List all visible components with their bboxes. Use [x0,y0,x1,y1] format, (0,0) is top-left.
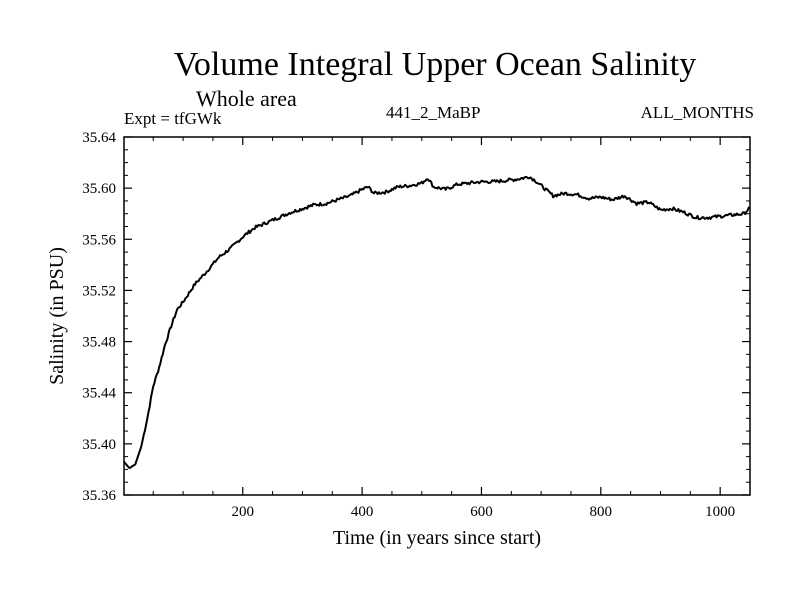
x-tick-label: 200 [232,504,255,520]
y-tick-label: 35.44 [82,386,116,402]
chart-subtitle: Whole area [196,86,297,111]
x-tick-label: 1000 [705,504,735,520]
y-tick-label: 35.48 [82,335,116,351]
expt-label: Expt = tfGWk [124,109,222,128]
salinity-series-line [123,175,751,470]
y-axis-label: Salinity (in PSU) [46,247,68,385]
y-tick-label: 35.40 [82,437,116,453]
plot-frame [123,136,751,496]
x-tick-label: 600 [470,504,493,520]
x-tick-label: 800 [590,504,613,520]
y-tick-label: 35.52 [82,283,116,299]
y-tick-label: 35.56 [82,232,116,248]
chart-title: Volume Integral Upper Ocean Salinity [173,46,697,83]
x-tick-label: 400 [351,504,374,520]
months-label: ALL_MONTHS [640,103,754,122]
y-tick-label: 35.64 [82,130,116,146]
x-axis-label: Time (in years since start) [333,527,541,549]
run-label: 441_2_MaBP [386,103,481,122]
y-tick-label: 35.36 [82,488,116,504]
y-tick-label: 35.60 [82,181,116,197]
